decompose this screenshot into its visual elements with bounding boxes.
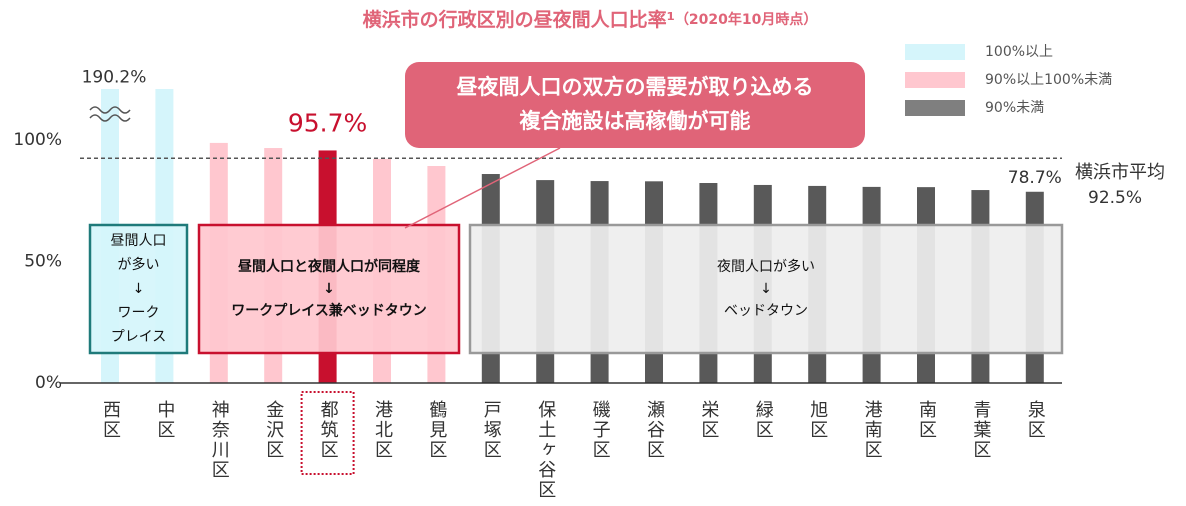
y-tick-label: 50% (24, 252, 62, 272)
box-text: プレイス (111, 329, 167, 345)
legend-label: 90%未満 (985, 100, 1044, 116)
average-label: 横浜市平均 (1075, 162, 1165, 183)
legend-label: 90%以上100%未満 (985, 72, 1112, 88)
box-text: 昼間人口と夜間人口が同程度 (238, 258, 421, 275)
x-tick-label: 緑区 (753, 400, 774, 440)
legend-label: 100%以上 (985, 44, 1053, 60)
x-tick-label: 中区 (154, 400, 175, 440)
x-tick-label: 鶴見区 (426, 400, 447, 460)
x-tick-label: 旭区 (807, 400, 828, 440)
x-tick-label: 神奈川区 (209, 400, 230, 480)
x-tick-label: 栄区 (698, 400, 719, 440)
x-tick-label: 南区 (916, 400, 937, 440)
box-text: 昼間人口 (111, 233, 167, 249)
x-tick-label: 青葉区 (970, 400, 991, 460)
highlight-frame (300, 391, 355, 475)
box-text: ワーク (118, 305, 160, 321)
value-label: 95.7% (288, 108, 367, 137)
value-label: 190.2% (82, 67, 147, 87)
title-sub: （2020年10月時点） (675, 11, 817, 28)
callout-pointer (404, 147, 561, 229)
box-text: ↓ (323, 281, 335, 297)
callout-text: 複合施設は高稼働が可能 (519, 109, 751, 133)
box-text: ↓ (133, 281, 145, 297)
value-label: 78.7% (1008, 168, 1062, 188)
box-text: ワークプレイス兼ベッドタウン (231, 302, 427, 319)
x-tick-label: 港北区 (372, 400, 393, 460)
x-tick-label: 瀬谷区 (644, 400, 665, 460)
average-value: 92.5% (1088, 188, 1142, 208)
x-tick-label: 港南区 (862, 400, 883, 460)
group-box (197, 223, 461, 355)
group-box (88, 223, 189, 355)
x-tick-label: 都筑区 (318, 400, 339, 460)
box-text: 夜間人口が多い (717, 258, 815, 275)
x-tick-label: 保土ヶ谷区 (535, 400, 556, 500)
legend-swatch (905, 72, 965, 88)
box-text: ↓ (760, 281, 772, 297)
x-tick-label: 磯子区 (590, 400, 611, 460)
legend-swatch (905, 100, 965, 116)
chart-title: 横浜市の行政区別の昼夜間人口比率¹（2020年10月時点） (363, 8, 818, 31)
box-text: が多い (118, 256, 160, 273)
break-mark (89, 106, 131, 122)
callout-text: 昼夜間人口の双方の需要が取り込める (457, 75, 814, 99)
y-tick-label: 0% (35, 373, 62, 393)
x-tick-label: 戸塚区 (481, 400, 502, 460)
legend-swatch (905, 44, 965, 60)
y-tick-label: 100% (13, 130, 62, 150)
callout-box (405, 62, 865, 148)
x-tick-label: 金沢区 (263, 400, 284, 460)
x-tick-label: 泉区 (1025, 400, 1046, 440)
group-box (468, 223, 1064, 355)
title-main: 横浜市の行政区別の昼夜間人口比率¹ (363, 8, 675, 31)
box-text: ベッドタウン (724, 303, 808, 319)
x-tick-label: 西区 (100, 400, 121, 440)
